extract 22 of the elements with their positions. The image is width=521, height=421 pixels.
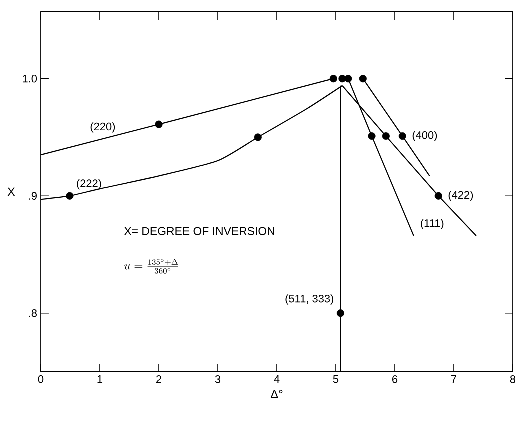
y-tick-label: .8 (29, 310, 37, 318)
x-tick-label: 3 (215, 376, 221, 384)
series-label: (511, 333) (286, 294, 334, 305)
series-label: (111) (421, 219, 444, 230)
x-tick-label: 2 (156, 376, 162, 384)
series-label: (220) (90, 122, 116, 133)
y-axis-title: X (8, 188, 16, 196)
y-tick-label: .9 (29, 192, 37, 200)
x-tick-label: 7 (452, 376, 456, 384)
x-tick-label: 6 (392, 376, 398, 384)
x-tick-label: 0 (38, 376, 44, 384)
annotation: X= DEGREE OF INVERSION (124, 227, 274, 236)
y-tick-label: 1.0 (23, 74, 38, 83)
series-label: (422) (448, 191, 474, 202)
x-axis-title: Δ° (270, 390, 283, 398)
x-tick-label: 4 (274, 376, 280, 384)
series-label: (400) (412, 131, 438, 142)
annotation: $u=\frac{135^\circ+\Delta}{360^\circ}$ (124, 259, 178, 274)
x-tick-label: 1 (98, 376, 103, 384)
series-label: (222) (77, 179, 102, 190)
x-tick-label: 8 (510, 376, 516, 384)
x-tick-label: 5 (333, 376, 339, 384)
